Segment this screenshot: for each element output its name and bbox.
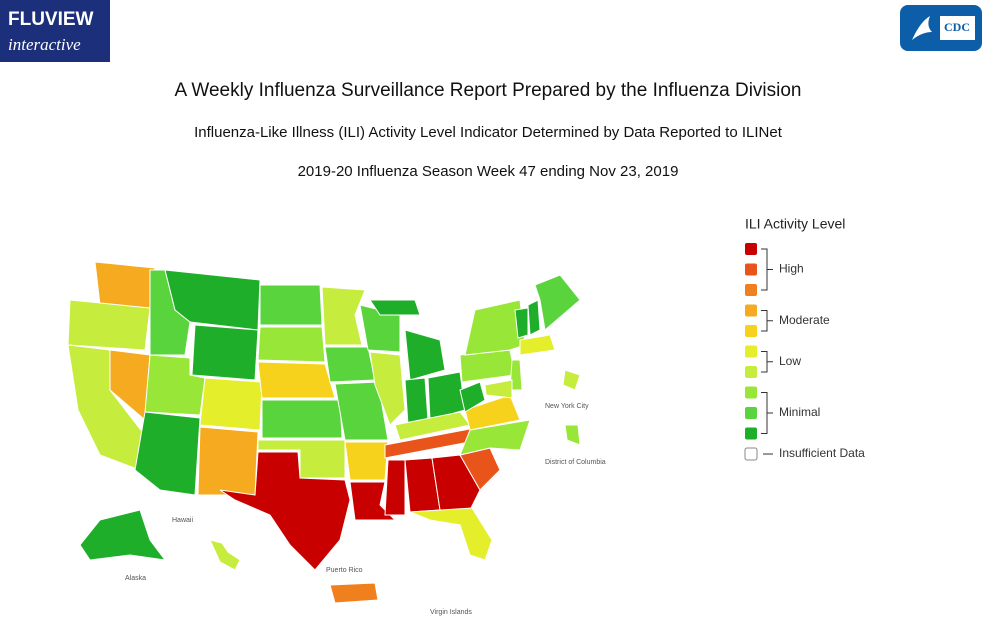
- legend-swatch: [745, 304, 757, 317]
- us-map: [67, 261, 581, 604]
- legend-label: Minimal: [779, 405, 820, 419]
- legend-swatch: [745, 386, 757, 399]
- cdc-logo-box: [940, 16, 975, 40]
- legend-bracket: [761, 248, 773, 291]
- legend-swatch: [745, 263, 757, 276]
- map-label: Alaska: [125, 575, 146, 582]
- subtitle: 2019-20 Influenza Season Week 47 ending …: [298, 163, 679, 180]
- map-label: Virgin Islands: [430, 609, 472, 616]
- legend-swatch: [745, 427, 757, 440]
- legend-swatch: [745, 366, 757, 378]
- legend-swatch: [745, 284, 757, 296]
- cdc-text: CDC: [944, 20, 970, 34]
- logo-subtitle: interactive: [8, 35, 81, 54]
- legend-bracket: [761, 392, 773, 434]
- legend-bracket: [761, 351, 773, 373]
- legend-swatch: [745, 325, 757, 337]
- legend-label: Low: [779, 354, 801, 368]
- legend-swatch: [745, 243, 757, 255]
- map-label: New York City: [545, 403, 589, 410]
- legend-swatch: [745, 407, 757, 419]
- legend-swatch: [745, 345, 757, 358]
- map-label: Puerto Rico: [326, 567, 363, 574]
- legend-title: ILI Activity Level: [745, 216, 845, 232]
- map-label: Hawaii: [172, 517, 193, 524]
- legend-label: Insufficient Data: [779, 446, 865, 460]
- legend-swatch: [744, 447, 758, 461]
- legend-bracket: [761, 310, 773, 332]
- subtitle: Influenza-Like Illness (ILI) Activity Le…: [194, 124, 783, 141]
- fluview-logo[interactable]: [0, 0, 110, 62]
- map-label: District of Columbia: [545, 459, 606, 466]
- title: A Weekly Influenza Surveillance Report P…: [175, 80, 802, 101]
- legend-label: Moderate: [779, 313, 830, 327]
- cdc-emblem: [912, 16, 932, 40]
- legend-label: High: [779, 262, 804, 276]
- logo-title: FLUVIEW: [8, 9, 94, 30]
